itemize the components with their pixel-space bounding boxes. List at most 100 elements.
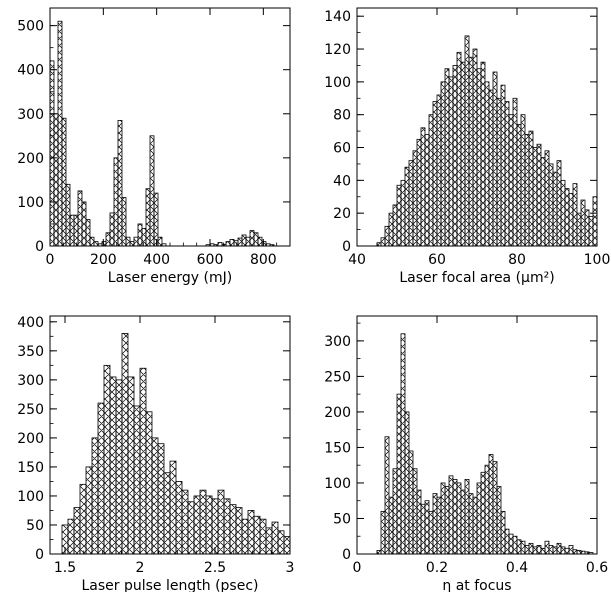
histogram-bar (211, 498, 219, 555)
histogram-bar (452, 479, 458, 555)
histogram-bar (548, 163, 554, 247)
histogram-bar (129, 241, 135, 247)
histogram-bar (125, 236, 131, 247)
histogram-bar (133, 405, 141, 555)
histogram-bar (205, 495, 213, 555)
histogram-bar (488, 454, 494, 555)
x-tick-label: 80 (508, 252, 526, 268)
histogram-bar (528, 542, 534, 555)
histogram-bar (133, 236, 139, 247)
histogram-bar (261, 241, 267, 247)
histogram-bar (488, 89, 494, 247)
chart-panel-1: 0 200 400 600 800 0 100 200 300 400 500 Laser energ… (17, 7, 291, 286)
histogram-bar (396, 184, 402, 247)
histogram-bar (249, 230, 255, 247)
x-tick-label: 1.5 (54, 560, 76, 576)
histogram-bar (384, 436, 390, 555)
histogram-bar (428, 114, 434, 247)
histogram-bar (404, 411, 410, 555)
histogram-bar (564, 547, 570, 555)
histogram-bar (528, 130, 534, 247)
histogram-bar (448, 76, 454, 247)
histogram-bar (552, 546, 558, 555)
y-tick-label: 0 (342, 547, 351, 563)
histogram-bar (265, 527, 273, 555)
histogram-bar (420, 503, 426, 555)
x-tick-label: 0.6 (586, 560, 608, 576)
histogram-bar (257, 236, 263, 247)
y-tick-label: 100 (17, 489, 44, 505)
histogram-bar (516, 124, 522, 247)
histogram-bar (115, 379, 123, 555)
histogram-bar (472, 496, 478, 555)
histogram-bar (237, 237, 243, 247)
y-tick-label: 300 (17, 373, 44, 389)
x-tick-label: 600 (197, 252, 224, 268)
histogram-bar (384, 225, 390, 247)
histogram-bar (187, 501, 195, 555)
x-axis-title: Laser energy (mJ) (108, 270, 232, 286)
histogram-bar (460, 489, 466, 555)
histogram-bar (416, 138, 422, 247)
histogram-bar (568, 193, 574, 247)
histogram-bar (500, 84, 506, 247)
histogram-bar (283, 536, 291, 555)
x-tick-label: 2 (136, 560, 145, 576)
y-tick-label: 140 (324, 9, 351, 25)
x-axis-title: η at focus (442, 578, 511, 592)
y-tick-label: 250 (17, 402, 44, 418)
x-tick-label: 200 (90, 252, 117, 268)
histogram-bar (241, 234, 247, 247)
y-tick-label: 0 (342, 239, 351, 255)
histogram-bar (496, 486, 502, 555)
histogram-bar (432, 493, 438, 555)
y-tick-label: 350 (17, 344, 44, 360)
histogram-bar (65, 183, 71, 247)
y-tick-label: 150 (324, 440, 351, 456)
histogram-bar (53, 113, 59, 247)
histogram-bar (420, 127, 426, 247)
x-tick-label: 3 (286, 560, 295, 576)
histogram-bar (504, 528, 510, 555)
histogram-bar (91, 437, 99, 555)
histogram-bar (271, 521, 279, 555)
x-tick-label: 800 (250, 252, 277, 268)
histogram-bar (516, 539, 522, 555)
histogram-bar (512, 97, 518, 247)
histogram-bar (235, 507, 243, 555)
y-tick-label: 200 (17, 151, 44, 167)
histogram-bar (524, 545, 530, 555)
x-tick-label: 100 (584, 252, 611, 268)
histogram-bar (229, 504, 237, 555)
histogram-bar (85, 219, 91, 247)
y-tick-label: 100 (324, 476, 351, 492)
histogram-bar (480, 61, 486, 247)
histogram-bar (225, 241, 231, 247)
histogram-bar (572, 549, 578, 555)
histogram-bar (584, 209, 590, 247)
histogram-bar (432, 101, 438, 247)
histogram-bar (448, 475, 454, 555)
histogram-bar (536, 143, 542, 247)
histogram-bar (259, 518, 267, 555)
histogram-bar (576, 550, 582, 555)
histogram-bar (223, 498, 231, 555)
x-tick-label: 0 (353, 560, 362, 576)
histogram-bar (400, 179, 406, 247)
histogram-bar (69, 214, 75, 247)
histogram-bar (504, 101, 510, 247)
histogram-bar (193, 495, 201, 555)
histogram-bar (145, 188, 151, 247)
histogram-bar (544, 150, 550, 247)
histogram-bar (424, 133, 430, 247)
histogram-bar (163, 472, 171, 555)
histogram-bar (572, 183, 578, 247)
histogram-bar (520, 114, 526, 247)
histogram-bar (492, 71, 498, 247)
histogram-bar (85, 466, 93, 555)
histogram-bar (392, 468, 398, 555)
histogram-bar (456, 51, 462, 247)
y-tick-label: 300 (17, 107, 44, 123)
histogram-bar (105, 232, 111, 247)
y-tick-label: 300 (324, 334, 351, 350)
